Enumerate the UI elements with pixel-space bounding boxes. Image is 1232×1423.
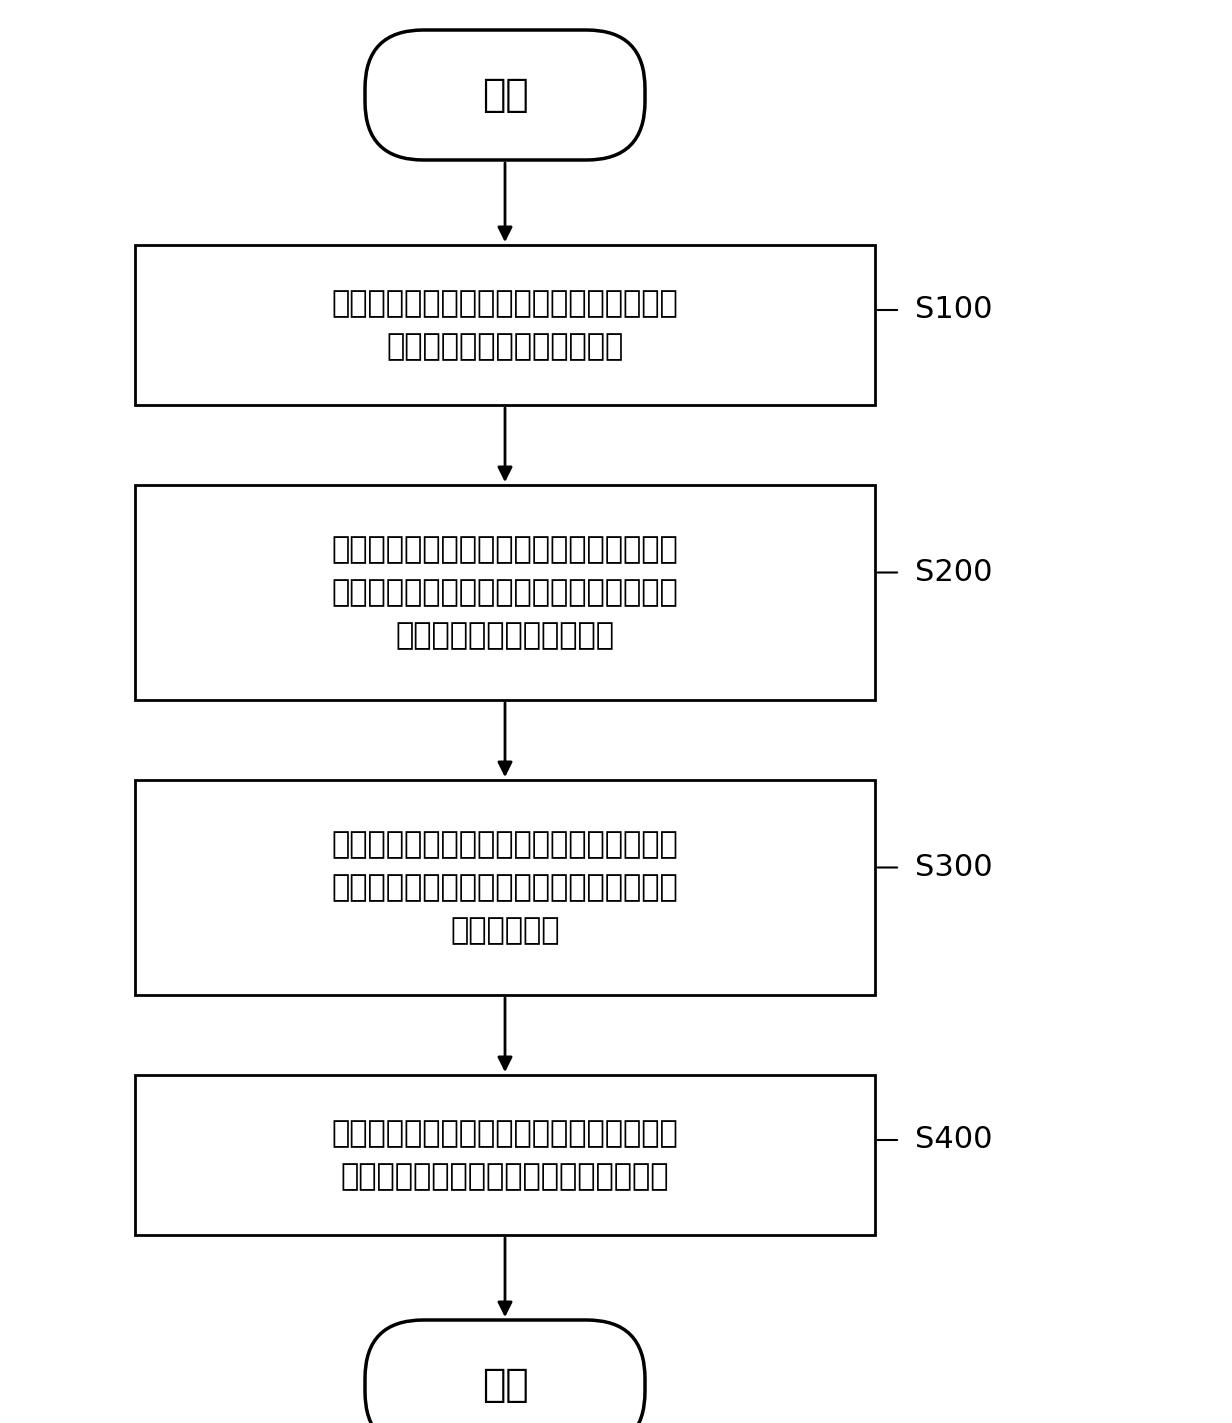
- Text: 结束: 结束: [482, 1366, 529, 1405]
- Text: S100: S100: [915, 296, 993, 324]
- Text: 获取从每个炮点出发并经过第一成像点后到
达每个检波点的地震波射线对: 获取从每个炮点出发并经过第一成像点后到 达每个检波点的地震波射线对: [331, 289, 679, 361]
- Text: S200: S200: [915, 558, 993, 588]
- FancyBboxPatch shape: [136, 780, 875, 995]
- Text: 分别对所述每个角度区间的所述地震波射线
对进行偏移叠加，获得每个角度区间的参数
组合的反演值: 分别对所述每个角度区间的所述地震波射线 对进行偏移叠加，获得每个角度区间的参数 …: [331, 830, 679, 945]
- FancyBboxPatch shape: [136, 245, 875, 406]
- FancyBboxPatch shape: [365, 1321, 646, 1423]
- Text: 基于所述地震波射线对在所述第一成像点处
形成的散射夹角的大小，将所述地震波射线
对划分入相应的角度区间中: 基于所述地震波射线对在所述第一成像点处 形成的散射夹角的大小，将所述地震波射线 …: [331, 535, 679, 650]
- Text: S300: S300: [915, 852, 993, 882]
- FancyBboxPatch shape: [136, 485, 875, 700]
- Text: 开始: 开始: [482, 75, 529, 114]
- Text: S400: S400: [915, 1126, 993, 1154]
- Text: 基于每个角度区间的参数组合的反演值获取
所述第一成像点的各个扰动参数的反演值: 基于每个角度区间的参数组合的反演值获取 所述第一成像点的各个扰动参数的反演值: [331, 1118, 679, 1191]
- FancyBboxPatch shape: [136, 1074, 875, 1235]
- FancyBboxPatch shape: [365, 30, 646, 159]
